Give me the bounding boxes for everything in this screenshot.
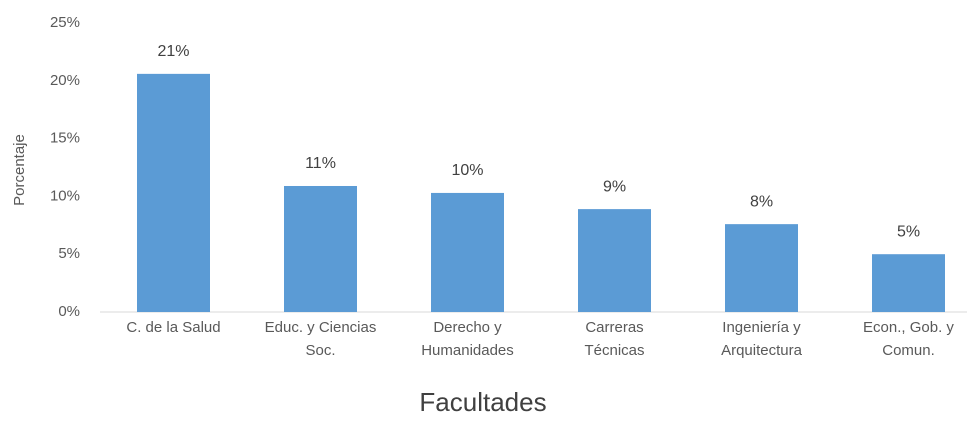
x-tick-label: Econ., Gob. y Comun. <box>863 319 954 359</box>
x-tick-label-line: Soc. <box>305 342 335 359</box>
x-tick-label: Educ. y Ciencias Soc. <box>265 319 377 359</box>
x-tick-label-line: Ingeniería y <box>722 319 801 336</box>
bar <box>578 209 651 312</box>
value-label: 11% <box>305 155 336 172</box>
x-tick-label-line: Comun. <box>882 342 935 359</box>
y-tick-label: 5% <box>58 245 80 262</box>
x-tick-label: Derecho y Humanidades <box>421 319 514 359</box>
x-tick-label: Ingeniería y Arquitectura <box>721 319 803 359</box>
x-tick-label-line: Técnicas <box>584 342 644 359</box>
x-tick-label: Carreras Técnicas <box>584 319 644 359</box>
x-axis-label: Facultades <box>419 387 546 417</box>
bar <box>137 73 210 312</box>
value-label: 8% <box>750 193 773 210</box>
y-axis-label: Porcentaje <box>11 134 28 206</box>
y-tick-label: 0% <box>58 303 80 320</box>
bar <box>872 254 945 312</box>
y-tick-label: 25% <box>50 14 80 31</box>
y-tick-label: 10% <box>50 187 80 204</box>
x-tick-label-line: Econ., Gob. y <box>863 319 954 336</box>
bar <box>725 224 798 312</box>
x-tick-label: C. de la Salud <box>126 319 220 336</box>
bar <box>284 185 357 312</box>
x-tick-label-line: Derecho y <box>433 319 502 336</box>
value-label: 9% <box>603 178 626 195</box>
x-tick-label-line: Educ. y Ciencias <box>265 319 377 336</box>
y-tick-label: 15% <box>50 130 80 147</box>
x-tick-label-line: Carreras <box>585 319 643 336</box>
x-tick-label-line: C. de la Salud <box>126 319 220 336</box>
value-label: 21% <box>157 43 189 60</box>
y-tick-label: 20% <box>50 72 80 89</box>
bar <box>431 192 504 312</box>
x-tick-label-line: Arquitectura <box>721 342 803 359</box>
value-label: 10% <box>451 162 483 179</box>
value-label: 5% <box>897 223 920 240</box>
x-tick-label-line: Humanidades <box>421 342 514 359</box>
